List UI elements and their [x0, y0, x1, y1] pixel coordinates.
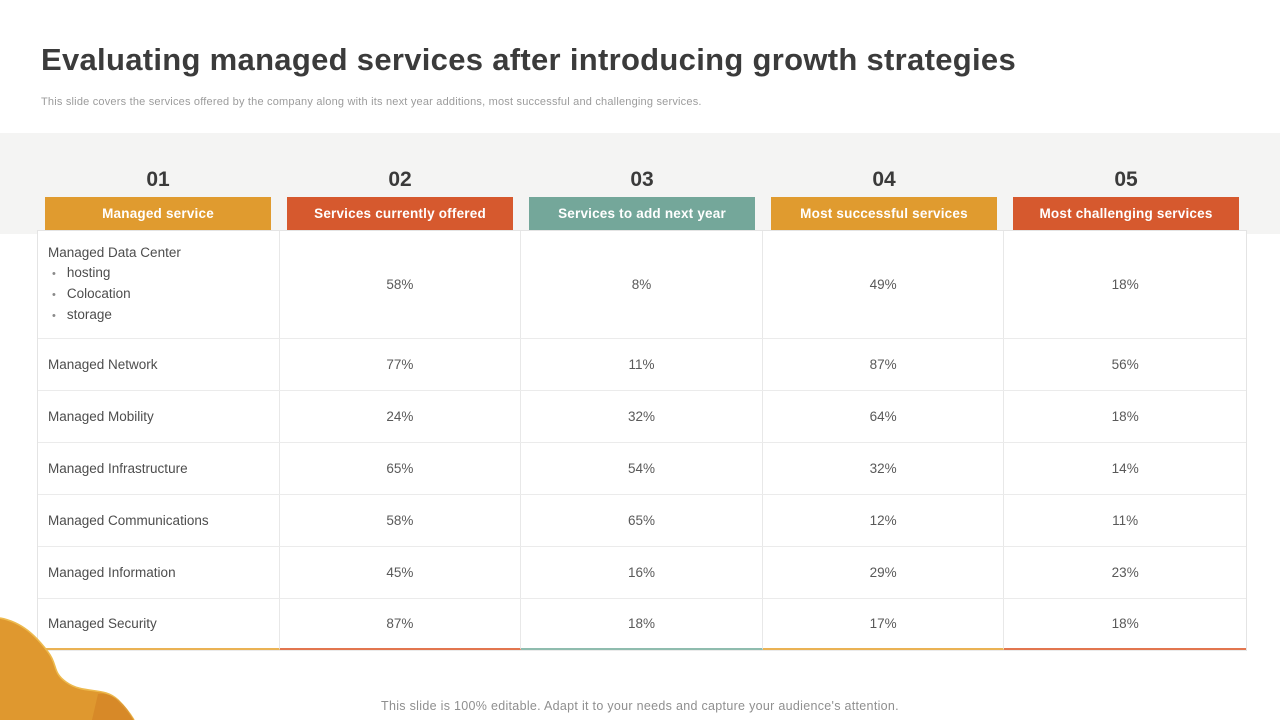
column-label-chip: Most challenging services: [1013, 197, 1239, 230]
value-cell: 49%: [763, 231, 1005, 338]
value-cell: 24%: [280, 391, 522, 442]
table-row: Managed Infrastructure 65% 54% 32% 14%: [38, 443, 1246, 495]
value-cell: 58%: [280, 231, 522, 338]
value-cell: 32%: [521, 391, 763, 442]
service-name: Managed Data Center: [48, 245, 181, 260]
corner-wave-shape: [0, 617, 135, 720]
value-cell: 65%: [280, 443, 522, 494]
service-bullet: hosting: [48, 263, 181, 284]
value-cell: 54%: [521, 443, 763, 494]
value-cell: 32%: [763, 443, 1005, 494]
table-body: Managed Data Center hosting Colocation s…: [37, 230, 1247, 651]
column-header-2: 02 Services currently offered: [279, 162, 521, 230]
column-number: 01: [146, 168, 170, 191]
table-row: Managed Data Center hosting Colocation s…: [38, 231, 1246, 339]
page-title: Evaluating managed services after introd…: [41, 42, 1016, 77]
column-number: 05: [1114, 168, 1138, 191]
table-row: Managed Information 45% 16% 29% 23%: [38, 547, 1246, 599]
column-header-4: 04 Most successful services: [763, 162, 1005, 230]
service-bullet: Colocation: [48, 284, 181, 305]
column-label-chip: Most successful services: [771, 197, 997, 230]
service-name-cell: Managed Mobility: [38, 391, 280, 442]
column-label-chip: Services currently offered: [287, 197, 513, 230]
value-cell: 87%: [763, 339, 1005, 390]
value-cell: 77%: [280, 339, 522, 390]
value-cell: 18%: [521, 599, 763, 650]
column-header-5: 05 Most challenging services: [1005, 162, 1247, 230]
value-cell: 18%: [1111, 277, 1139, 292]
value-cell: 14%: [1111, 461, 1139, 476]
value-cell: 17%: [762, 599, 1005, 650]
column-label-chip: Managed service: [45, 197, 271, 230]
service-name-cell: Managed Security: [38, 599, 280, 650]
column-number: 02: [388, 168, 412, 191]
value-cell: 45%: [280, 547, 522, 598]
service-bullet: storage: [48, 305, 181, 326]
column-number: 03: [630, 168, 654, 191]
value-cell: 23%: [1111, 565, 1139, 580]
column-header-3: 03 Services to add next year: [521, 162, 763, 230]
services-table: 01 Managed service 02 Services currently…: [37, 162, 1247, 651]
value-cell: 87%: [279, 599, 522, 650]
value-cell: 64%: [763, 391, 1005, 442]
value-cell: 8%: [521, 231, 763, 338]
column-header-1: 01 Managed service: [37, 162, 279, 230]
value-cell: 65%: [521, 495, 763, 546]
value-cell: 18%: [1111, 409, 1139, 424]
value-cell: 56%: [1111, 357, 1139, 372]
value-cell: 11%: [1112, 513, 1139, 528]
table-row: Managed Security 87% 18% 17% 18%: [38, 599, 1246, 651]
service-name-cell: Managed Data Center hosting Colocation s…: [38, 231, 280, 338]
table-header: 01 Managed service 02 Services currently…: [37, 162, 1247, 230]
value-cell: 16%: [521, 547, 763, 598]
service-name-cell: Managed Information: [38, 547, 280, 598]
service-name-cell: Managed Network: [38, 339, 280, 390]
value-cell: 12%: [763, 495, 1005, 546]
table-row: Managed Network 77% 11% 87% 56%: [38, 339, 1246, 391]
service-bullet-list: hosting Colocation storage: [48, 263, 181, 326]
service-name-cell: Managed Communications: [38, 495, 280, 546]
footer-note: This slide is 100% editable. Adapt it to…: [381, 699, 899, 713]
column-label-chip: Services to add next year: [529, 197, 755, 230]
value-cell: 18%: [1004, 599, 1246, 650]
service-name-cell: Managed Infrastructure: [38, 443, 280, 494]
value-cell: 11%: [521, 339, 763, 390]
page-subtitle: This slide covers the services offered b…: [41, 96, 702, 108]
value-cell: 58%: [280, 495, 522, 546]
table-row: Managed Communications 58% 65% 12% 11%: [38, 495, 1246, 547]
value-cell: 29%: [763, 547, 1005, 598]
column-number: 04: [872, 168, 896, 191]
table-row: Managed Mobility 24% 32% 64% 18%: [38, 391, 1246, 443]
